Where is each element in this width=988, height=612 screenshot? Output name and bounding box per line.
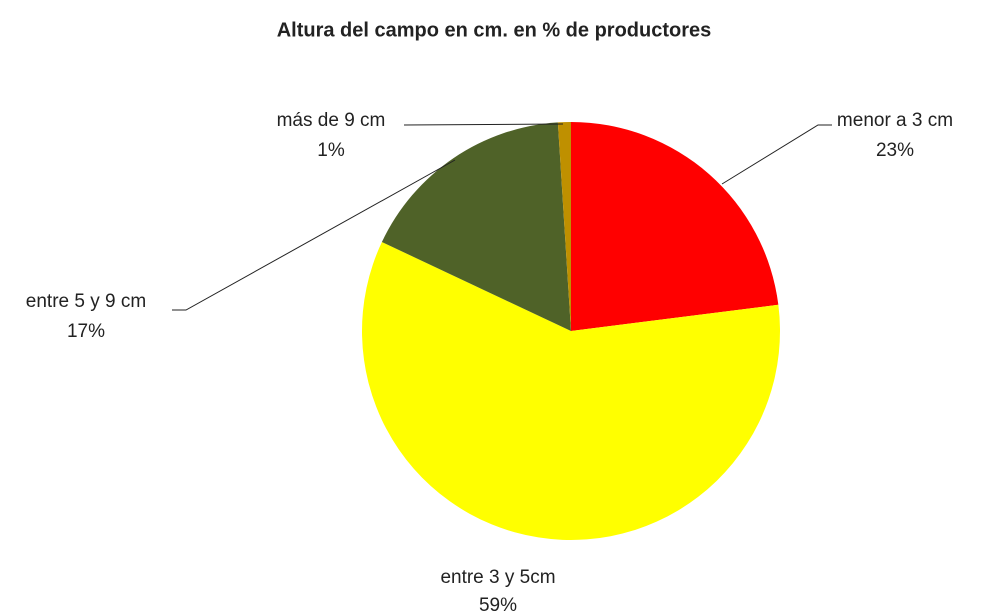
slice-value-label: 1% — [317, 140, 345, 161]
chart-title: Altura del campo en cm. en % de producto… — [277, 19, 712, 41]
slice-label: entre 3 y 5cm — [440, 567, 555, 588]
slice-label: más de 9 cm — [277, 110, 386, 131]
slice-label: entre 5 y 9 cm — [26, 291, 146, 312]
slice-value-label: 59% — [479, 595, 517, 612]
slice-value-label: 17% — [67, 321, 105, 342]
slice-value-label: 23% — [876, 140, 914, 161]
pie-slice — [381, 122, 571, 331]
pie-slice — [571, 122, 779, 331]
leader-line — [172, 159, 456, 311]
pie-slice — [557, 122, 571, 331]
slice-label: menor a 3 cm — [837, 110, 953, 131]
leader-line — [721, 124, 832, 185]
pie-slice — [361, 242, 781, 540]
leader-line — [403, 123, 564, 126]
